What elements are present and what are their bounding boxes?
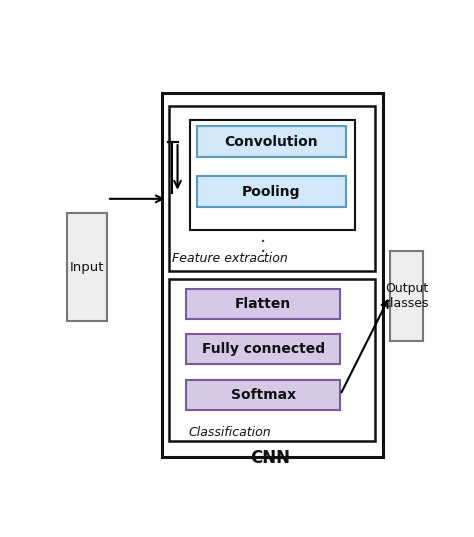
Text: Classification: Classification: [189, 426, 272, 439]
Bar: [197, 127, 346, 157]
Bar: [169, 279, 375, 441]
Bar: [186, 335, 340, 364]
Text: Softmax: Softmax: [230, 388, 296, 402]
Text: .: .: [260, 227, 266, 245]
Bar: [186, 380, 340, 410]
Text: Convolution: Convolution: [225, 135, 318, 149]
Bar: [162, 93, 383, 458]
Text: Feature extraction: Feature extraction: [172, 252, 288, 265]
Bar: [66, 213, 107, 321]
Text: Input: Input: [70, 260, 104, 273]
Text: CNN: CNN: [250, 449, 291, 467]
Text: Fully connected: Fully connected: [201, 342, 325, 357]
Text: .: .: [260, 237, 266, 256]
Bar: [197, 176, 346, 207]
Text: Flatten: Flatten: [235, 297, 291, 311]
Bar: [190, 120, 355, 230]
Bar: [186, 289, 340, 319]
Text: Output
classes: Output classes: [383, 282, 429, 310]
Bar: [169, 106, 375, 271]
Bar: [390, 250, 423, 342]
Text: .: .: [260, 247, 266, 266]
Text: Pooling: Pooling: [242, 185, 301, 199]
